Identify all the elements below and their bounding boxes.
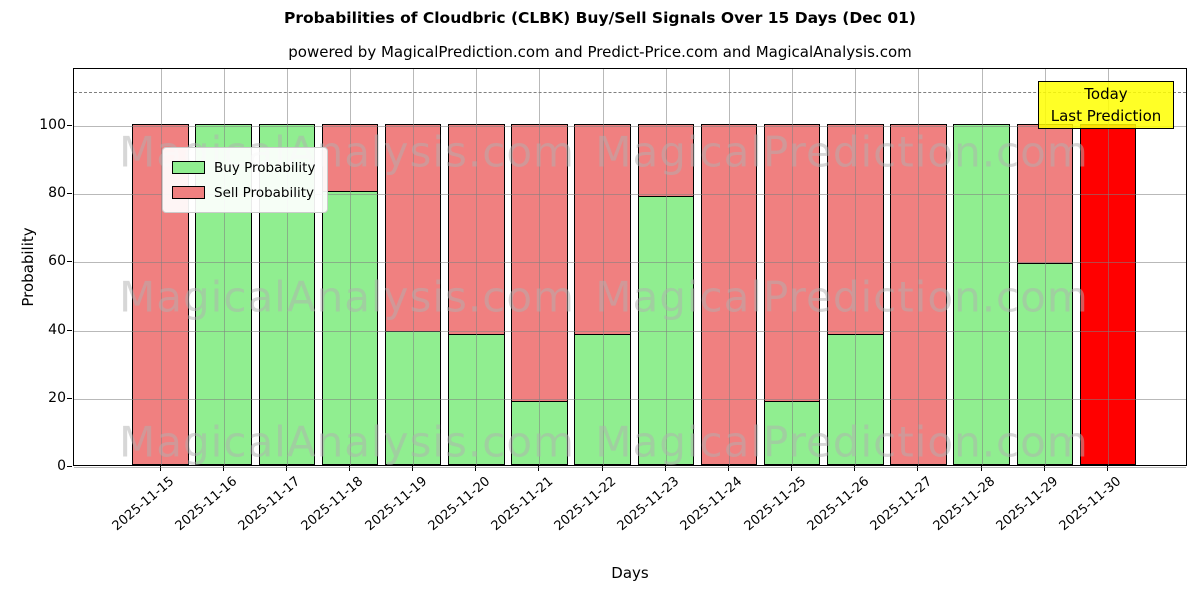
x-tick-mark: [1043, 466, 1045, 471]
gridline-vertical: [728, 69, 730, 465]
x-tick-label: 2025-11-22: [551, 474, 620, 535]
gridline-horizontal: [74, 398, 1186, 400]
x-tick-mark: [222, 466, 224, 471]
x-tick-mark: [980, 466, 982, 471]
x-tick-label: 2025-11-20: [425, 474, 493, 535]
y-tick-label: 40: [48, 321, 66, 338]
y-tick-label: 100: [39, 116, 66, 133]
legend: Buy Probability Sell Probability: [162, 147, 329, 213]
gridline-vertical: [918, 69, 920, 465]
watermark-text: MagicalPrediction.com: [595, 272, 1089, 322]
x-tick-label: 2025-11-17: [235, 474, 304, 535]
gridline-vertical: [539, 69, 541, 465]
x-tick-mark: [475, 466, 477, 471]
gridline-vertical: [476, 69, 478, 465]
gridline-horizontal: [74, 194, 1186, 196]
x-tick-mark: [285, 466, 287, 471]
today-annotation: Today Last Prediction: [1038, 81, 1174, 129]
x-tick-mark: [412, 466, 414, 471]
buy-swatch: [172, 161, 205, 174]
gridline-vertical: [413, 69, 415, 465]
watermark-text: MagicalPrediction.com: [595, 127, 1089, 177]
x-tick-label: 2025-11-16: [172, 474, 241, 535]
x-tick-label: 2025-11-26: [804, 474, 872, 535]
y-tick-label: 80: [48, 185, 66, 202]
x-tick-label: 2025-11-18: [299, 474, 367, 535]
y-tick-mark: [67, 193, 72, 195]
gridline-vertical: [1044, 69, 1046, 465]
x-tick-label: 2025-11-27: [867, 474, 936, 535]
plot-area: Buy Probability Sell Probability: [73, 68, 1187, 468]
gridline-horizontal: [74, 467, 1186, 468]
legend-label-buy: Buy Probability: [214, 159, 316, 176]
legend-entry-buy: Buy Probability: [172, 155, 315, 180]
x-tick-mark: [917, 466, 919, 471]
gridline-vertical: [981, 69, 983, 465]
legend-label-sell: Sell Probability: [214, 184, 315, 201]
dashed-threshold-line: [74, 91, 1186, 93]
today-annotation-line2: Last Prediction: [1050, 107, 1162, 125]
y-tick-mark: [67, 261, 72, 263]
today-annotation-line1: Today: [1084, 85, 1128, 103]
gridline-vertical: [223, 69, 225, 465]
gridline-vertical: [602, 69, 604, 465]
x-tick-mark: [538, 466, 540, 471]
x-tick-mark: [348, 466, 350, 471]
x-tick-label: 2025-11-19: [362, 474, 430, 535]
chart-title: Probabilities of Cloudbric (CLBK) Buy/Se…: [283, 9, 917, 27]
gridline-vertical: [855, 69, 857, 465]
x-tick-label: 2025-11-23: [614, 474, 683, 535]
y-tick-mark: [67, 466, 72, 467]
x-tick-label: 2025-11-30: [1057, 474, 1125, 535]
gridline-horizontal: [74, 330, 1186, 332]
y-tick-label: 60: [48, 253, 66, 270]
x-tick-label: 2025-11-15: [109, 474, 178, 535]
gridline-vertical: [792, 69, 794, 465]
gridline-vertical: [286, 69, 288, 465]
gridline-horizontal: [74, 125, 1186, 127]
y-tick-mark: [67, 124, 72, 126]
gridline-vertical: [1107, 69, 1109, 465]
watermark-text: MagicalAnalysis.com: [119, 272, 575, 322]
gridline-vertical: [665, 69, 667, 465]
x-tick-mark: [854, 466, 856, 471]
x-tick-mark: [727, 466, 729, 471]
x-tick-mark: [159, 466, 161, 471]
y-tick-mark: [67, 329, 72, 331]
x-tick-label: 2025-11-24: [678, 474, 746, 535]
legend-entry-sell: Sell Probability: [172, 180, 315, 205]
sell-swatch: [172, 186, 205, 199]
y-tick-label: 0: [57, 458, 66, 474]
gridline-horizontal: [74, 262, 1186, 264]
x-tick-label: 2025-11-28: [930, 474, 999, 535]
x-axis-label: Days: [611, 564, 649, 582]
x-tick-label: 2025-11-29: [993, 474, 1062, 535]
x-tick-label: 2025-11-21: [488, 474, 557, 535]
y-tick-mark: [67, 397, 72, 399]
watermark-text: MagicalAnalysis.com: [119, 417, 575, 467]
x-tick-mark: [601, 466, 603, 471]
y-tick-label: 20: [48, 389, 66, 406]
chart-subtitle: powered by MagicalPrediction.com and Pre…: [288, 43, 912, 61]
x-tick-mark: [791, 466, 793, 471]
x-tick-label: 2025-11-25: [741, 474, 809, 535]
gridline-vertical: [160, 69, 162, 465]
x-tick-mark: [664, 466, 666, 471]
watermark-text: MagicalPrediction.com: [595, 417, 1089, 467]
gridline-vertical: [349, 69, 351, 465]
x-tick-mark: [1106, 466, 1108, 471]
